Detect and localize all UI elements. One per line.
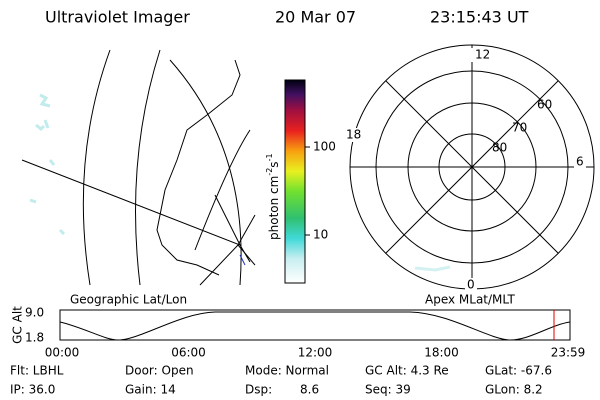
status-field: Door: Open bbox=[125, 364, 194, 378]
colorbar-unit: photon cm bbox=[267, 176, 281, 240]
lat-label: 80 bbox=[492, 141, 507, 155]
polar-caption: Apex MLat/MLT bbox=[425, 293, 515, 307]
time-tick-label: 00:00 bbox=[45, 346, 80, 360]
lat-label: 70 bbox=[512, 121, 527, 135]
status-field: GLon: 8.2 bbox=[485, 383, 543, 397]
altitude-frame bbox=[59, 309, 571, 341]
mlt-label: 12 bbox=[475, 48, 490, 62]
mlt-label: 6 bbox=[576, 155, 584, 169]
lat-label: 60 bbox=[537, 98, 552, 112]
status-field: Flt: LBHL bbox=[10, 364, 64, 378]
date: 20 Mar 07 bbox=[275, 8, 356, 27]
dsp-value: 8.6 bbox=[300, 383, 319, 397]
polar-grid bbox=[349, 44, 595, 290]
time-tick-label: 12:00 bbox=[298, 346, 333, 360]
colorbar-tick-label: 10 bbox=[313, 228, 328, 242]
colorbar-exp: -1 bbox=[265, 153, 274, 161]
status-field: IP: 36.0 bbox=[10, 383, 55, 397]
status-field: Dsp: bbox=[245, 383, 272, 397]
colorbar bbox=[284, 79, 306, 284]
colorbar-label: photon cm-2s-1 bbox=[265, 153, 281, 240]
status-field: Mode: Normal bbox=[245, 364, 329, 378]
altitude-axis-label: GC Alt bbox=[11, 306, 25, 344]
mlt-label: 0 bbox=[467, 278, 475, 292]
time-tick-label: 23:59 bbox=[551, 346, 586, 360]
colorbar-tick-label: 100 bbox=[313, 140, 336, 154]
status-field: Seq: 39 bbox=[365, 383, 411, 397]
map bbox=[21, 49, 256, 286]
time-tick-label: 06:00 bbox=[171, 346, 206, 360]
altitude-max: 9.0 bbox=[25, 306, 44, 320]
time: 23:15:43 UT bbox=[430, 8, 529, 27]
status-field: GLat: -67.6 bbox=[485, 364, 552, 378]
altitude-curve bbox=[59, 311, 571, 341]
status-field: GC Alt: 4.3 Re bbox=[365, 364, 449, 378]
altitude-min: 1.8 bbox=[25, 331, 44, 345]
colorbar-exp: -2 bbox=[265, 168, 274, 176]
status-field: Gain: 14 bbox=[125, 383, 176, 397]
mlt-label: 18 bbox=[346, 128, 361, 142]
instrument: Ultraviolet Imager bbox=[45, 8, 190, 27]
map-caption: Geographic Lat/Lon bbox=[70, 293, 187, 307]
colorbar-unit: s bbox=[267, 161, 281, 167]
time-tick-label: 18:00 bbox=[424, 346, 459, 360]
